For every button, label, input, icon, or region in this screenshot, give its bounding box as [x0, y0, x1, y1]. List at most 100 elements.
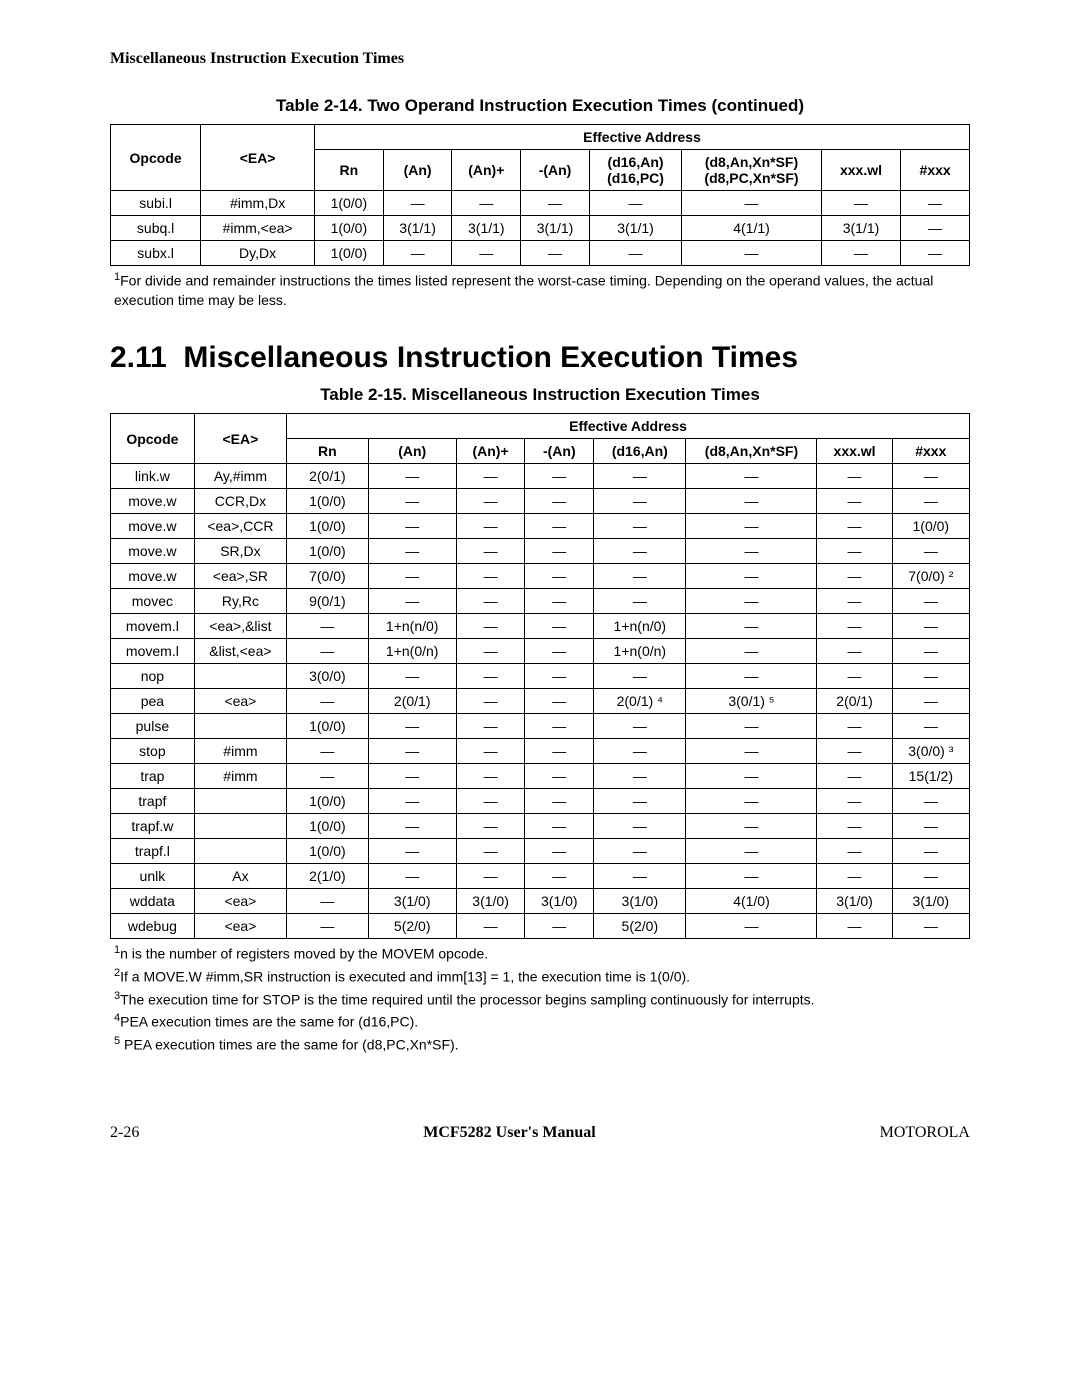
table-cell: 9(0/1) — [287, 589, 369, 614]
table-cell: — — [456, 789, 525, 814]
table-cell: — — [892, 914, 969, 939]
table-cell: — — [525, 814, 594, 839]
table-cell: — — [287, 739, 369, 764]
table-cell: — — [817, 814, 892, 839]
table-cell: — — [368, 714, 456, 739]
table-cell: 1(0/0) — [287, 514, 369, 539]
th-hashxxx: #xxx — [901, 150, 970, 191]
table-cell: <ea>,CCR — [194, 514, 286, 539]
table-cell: — — [686, 589, 817, 614]
table-row: movem.l&list,<ea>—1+n(0/n)——1+n(0/n)——— — [111, 639, 970, 664]
table-cell: 1(0/0) — [287, 539, 369, 564]
table-row: move.w<ea>,CCR1(0/0)——————1(0/0) — [111, 514, 970, 539]
table-row: unlkAx2(1/0)——————— — [111, 864, 970, 889]
table-cell: — — [525, 489, 594, 514]
footer-right: MOTOROLA — [880, 1124, 970, 1142]
table-cell: — — [817, 739, 892, 764]
table-cell: — — [686, 464, 817, 489]
table-cell: — — [817, 839, 892, 864]
table-row: pulse1(0/0)——————— — [111, 714, 970, 739]
th-opcode: Opcode — [111, 414, 195, 464]
table-cell: 3(1/0) — [525, 889, 594, 914]
table-cell: — — [594, 564, 686, 589]
table-cell: — — [817, 489, 892, 514]
table-cell: movem.l — [111, 614, 195, 639]
table-cell: — — [287, 614, 369, 639]
table-cell: — — [817, 914, 892, 939]
table-cell: — — [525, 764, 594, 789]
table-row: link.wAy,#imm2(0/1)——————— — [111, 464, 970, 489]
table-cell: #imm — [194, 764, 286, 789]
table-cell: 3(1/1) — [589, 216, 681, 241]
th-ea: <EA> — [201, 125, 315, 191]
table14-caption: Table 2-14. Two Operand Instruction Exec… — [110, 96, 970, 116]
table-cell: — — [456, 814, 525, 839]
table-cell: 4(1/0) — [686, 889, 817, 914]
table-cell: — — [594, 864, 686, 889]
table15-head: Opcode <EA> Effective Address Rn (An) (A… — [111, 414, 970, 464]
table-cell: pea — [111, 689, 195, 714]
table-cell: — — [892, 639, 969, 664]
table-cell: 5(2/0) — [368, 914, 456, 939]
table-cell: — — [287, 639, 369, 664]
footer-center: MCF5282 User's Manual — [423, 1124, 595, 1142]
table-cell: — — [456, 639, 525, 664]
table-cell: — — [368, 564, 456, 589]
table-cell: — — [368, 664, 456, 689]
table-cell: — — [456, 914, 525, 939]
th-effective-address: Effective Address — [315, 125, 970, 150]
footer-left: 2-26 — [110, 1124, 139, 1142]
table-cell: Ay,#imm — [194, 464, 286, 489]
table-cell: 3(1/0) — [594, 889, 686, 914]
table-cell: — — [821, 241, 900, 266]
table-cell: — — [892, 589, 969, 614]
table-cell: — — [686, 764, 817, 789]
table-cell: — — [817, 789, 892, 814]
table-cell: — — [817, 539, 892, 564]
table-cell: subq.l — [111, 216, 201, 241]
table-cell: — — [368, 464, 456, 489]
table-cell: — — [452, 241, 521, 266]
table-cell: 1(0/0) — [315, 216, 384, 241]
th-anminus: -(An) — [525, 439, 594, 464]
table-cell: — — [456, 564, 525, 589]
table-row: nop3(0/0)——————— — [111, 664, 970, 689]
table-cell: 1+n(0/n) — [368, 639, 456, 664]
table-cell: 7(0/0) — [287, 564, 369, 589]
table-cell: — — [525, 514, 594, 539]
table-cell: — — [594, 714, 686, 739]
table-cell — [194, 839, 286, 864]
table-cell: — — [594, 789, 686, 814]
table-cell: <ea>,&list — [194, 614, 286, 639]
table-row: subx.lDy,Dx1(0/0)——————— — [111, 241, 970, 266]
table-cell: — — [682, 241, 822, 266]
table-cell: — — [682, 191, 822, 216]
table-cell: — — [686, 639, 817, 664]
th-hashxxx: #xxx — [892, 439, 969, 464]
table-cell: trapf.l — [111, 839, 195, 864]
footnote: 1For divide and remainder instructions t… — [114, 270, 970, 309]
table-cell: — — [821, 191, 900, 216]
th-an: (An) — [368, 439, 456, 464]
table-cell: 3(1/1) — [521, 216, 590, 241]
table-cell: — — [456, 464, 525, 489]
table-cell: — — [452, 191, 521, 216]
table-cell: wdebug — [111, 914, 195, 939]
table-cell: — — [521, 241, 590, 266]
table-cell: 1(0/0) — [315, 241, 384, 266]
table-cell: — — [686, 514, 817, 539]
table-cell: — — [817, 514, 892, 539]
table-cell: — — [368, 864, 456, 889]
table-cell: — — [594, 589, 686, 614]
th-d16: (d16,An) — [594, 439, 686, 464]
table-cell: — — [817, 639, 892, 664]
table-cell: link.w — [111, 464, 195, 489]
table-cell: move.w — [111, 514, 195, 539]
table-cell: — — [368, 514, 456, 539]
table-cell: 1(0/0) — [287, 814, 369, 839]
table-cell: — — [368, 789, 456, 814]
table-cell: — — [383, 191, 452, 216]
table-cell: — — [892, 664, 969, 689]
table-cell: — — [901, 191, 970, 216]
table-cell: move.w — [111, 539, 195, 564]
